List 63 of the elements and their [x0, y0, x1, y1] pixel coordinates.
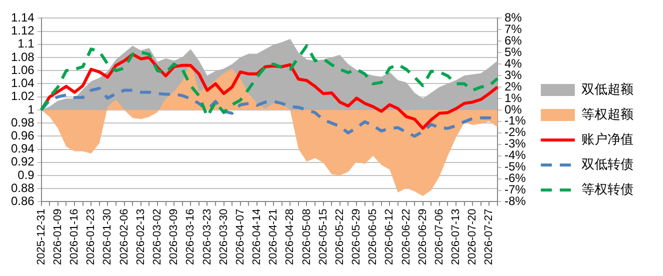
x-tick-label: 2026-01-09	[52, 208, 64, 266]
x-tick-label: 2026-06-05	[367, 208, 380, 266]
x-tick-label: 2026-07-20	[466, 208, 479, 266]
legend-label: 等权转债	[581, 182, 634, 197]
x-tick-label: 2026-07-27	[483, 208, 496, 266]
x-tick-label: 2026-06-29	[416, 208, 429, 266]
x-tick-label: 2026-07-13	[450, 208, 462, 266]
y2-tick-label: 2%	[504, 79, 522, 94]
x-tick-label: 2026-01-23	[85, 208, 98, 266]
y2-tick-label: 3%	[504, 68, 522, 82]
x-tick-label: 2026-03-09	[168, 208, 180, 266]
y-tick-label: 1.02	[10, 89, 35, 104]
x-tick-label: 2026-07-06	[433, 208, 446, 266]
y-tick-label: 0.94	[10, 142, 35, 156]
y-tick-label: 1.14	[10, 10, 35, 25]
y2-tick-label: -5%	[504, 160, 526, 174]
y2-tick-label: -2%	[504, 125, 526, 140]
x-tick-label: 2026-01-16	[68, 208, 81, 266]
y-tick-label: 1.1	[18, 36, 35, 51]
x-tick-label: 2026-03-02	[151, 208, 164, 266]
x-tick-label: 2025-12-31	[35, 208, 48, 266]
y-tick-label: 0.96	[10, 128, 35, 142]
y-tick-label: 0.88	[10, 180, 35, 195]
legend-label: 账户净值	[581, 132, 634, 147]
y-tick-label: 0.92	[10, 154, 35, 169]
y-tick-label: 1.08	[10, 50, 35, 64]
y2-tick-label: 1%	[504, 90, 522, 105]
x-tick-label: 2026-01-30	[102, 208, 114, 266]
y-tick-label: 1.04	[10, 76, 35, 90]
x-tick-label: 2026-06-22	[400, 208, 412, 266]
y-tick-label: 0.98	[10, 115, 35, 130]
y2-tick-label: -4%	[504, 148, 526, 162]
y2-tick-label: 6%	[504, 33, 522, 48]
y-tick-label: 1	[28, 102, 35, 116]
y2-tick-label: 4%	[504, 56, 522, 70]
x-tick-label: 2026-05-29	[350, 208, 363, 266]
legend-label: 双低转债	[581, 156, 634, 172]
x-tick-label: 2026-06-12	[384, 208, 396, 266]
y-tick-label: 1.06	[10, 62, 35, 77]
x-tick-label: 2026-04-28	[284, 208, 296, 266]
y2-tick-label: -3%	[504, 136, 526, 151]
x-tick-label: 2026-04-14	[251, 208, 264, 266]
y2-tick-label: -8%	[504, 194, 526, 208]
x-tick-label: 2026-02-06	[118, 208, 130, 266]
x-tick-label: 2026-05-08	[300, 208, 313, 266]
x-tick-label: 2026-03-16	[184, 208, 197, 266]
x-tick-label: 2026-05-15	[317, 208, 330, 266]
x-tick-label: 2026-04-21	[268, 208, 280, 266]
y2-tick-label: -6%	[504, 171, 526, 186]
y-tick-label: 1.12	[10, 24, 35, 38]
x-tick-label: 2026-05-22	[334, 208, 346, 266]
legend-label: 双低超额	[581, 82, 634, 97]
y2-tick-label: -7%	[504, 182, 526, 197]
x-tick-label: 2026-04-07	[234, 208, 246, 266]
y-tick-label: 0.86	[10, 194, 35, 208]
y-tick-label: 0.9	[18, 168, 35, 182]
x-tick-label: 2026-02-13	[134, 208, 147, 266]
y2-tick-label: 0%	[504, 102, 522, 116]
y2-tick-label: -1%	[504, 114, 526, 128]
x-tick-label: 2026-03-23	[201, 208, 214, 266]
legend-label: 等权超额	[581, 106, 634, 122]
x-tick-label: 2026-03-30	[218, 208, 230, 266]
y2-tick-label: 5%	[504, 44, 522, 59]
